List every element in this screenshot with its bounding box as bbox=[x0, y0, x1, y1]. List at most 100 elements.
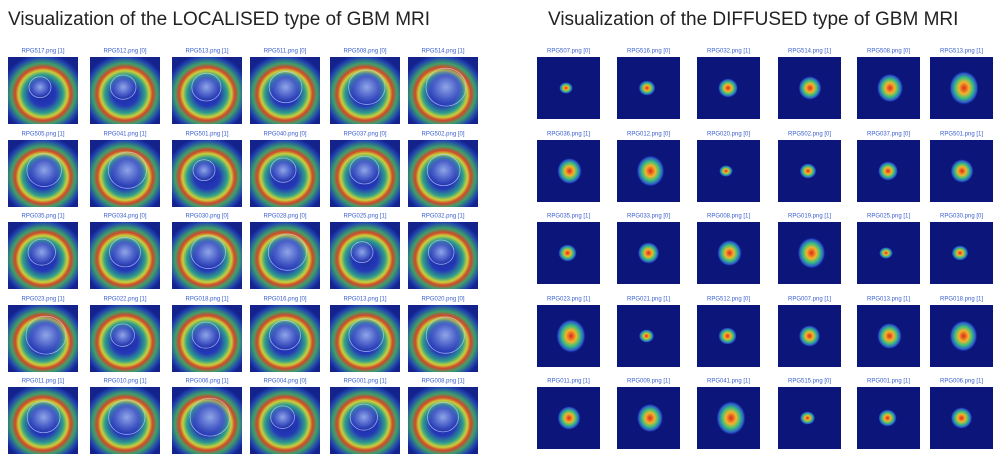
tumor-region bbox=[269, 72, 302, 103]
tile-label: RPG020.png [0] bbox=[707, 132, 750, 138]
tumor-heat bbox=[877, 323, 902, 350]
tile-label: RPG041.png [1] bbox=[103, 132, 146, 138]
tumor-heat bbox=[639, 329, 655, 343]
tile-label: RPG006.png [1] bbox=[185, 379, 228, 385]
tile-label: RPG006.png [1] bbox=[940, 379, 983, 385]
tile-label: RPG025.png [1] bbox=[343, 214, 386, 220]
mri-image bbox=[330, 140, 400, 207]
tile-label: RPG513.png [1] bbox=[940, 49, 983, 55]
tumor-region bbox=[193, 160, 215, 181]
tumor-region bbox=[427, 155, 460, 186]
tumor-region bbox=[350, 404, 377, 430]
tile-label: RPG516.png [0] bbox=[627, 49, 670, 55]
mri-image bbox=[617, 57, 680, 119]
tumor-heat bbox=[557, 406, 581, 430]
mri-image bbox=[8, 57, 78, 124]
panel-title: Visualization of the DIFFUSED type of GB… bbox=[548, 9, 958, 30]
tile-label: RPG008.png [1] bbox=[707, 214, 750, 220]
tumor-region bbox=[192, 73, 221, 101]
tile-label: RPG011.png [1] bbox=[22, 379, 65, 385]
mri-image bbox=[250, 222, 320, 289]
mri-image bbox=[697, 387, 760, 449]
tumor-heat bbox=[949, 71, 979, 106]
tumor-heat bbox=[638, 80, 655, 96]
tile-label: RPG023.png [1] bbox=[547, 297, 590, 303]
mri-image bbox=[330, 305, 400, 372]
mri-image bbox=[90, 57, 160, 124]
tumor-heat bbox=[556, 319, 586, 354]
mri-image bbox=[90, 222, 160, 289]
tumor-heat bbox=[637, 403, 664, 432]
tumor-region bbox=[109, 400, 145, 435]
tile-label: RPG012.png [0] bbox=[627, 132, 670, 138]
mri-image bbox=[617, 140, 680, 202]
tile-label: RPG032.png [1] bbox=[421, 214, 464, 220]
mri-image bbox=[330, 57, 400, 124]
tile-label: RPG037.png [0] bbox=[867, 132, 910, 138]
tumor-heat bbox=[951, 407, 973, 429]
tile-label: RPG036.png [1] bbox=[547, 132, 590, 138]
tile-label: RPG517.png [1] bbox=[21, 49, 64, 55]
mri-image bbox=[930, 57, 993, 119]
tumor-heat bbox=[636, 155, 664, 187]
tumor-heat bbox=[716, 401, 746, 436]
tile-label: RPG035.png [1] bbox=[547, 214, 590, 220]
tile-label: RPG501.png [1] bbox=[940, 132, 983, 138]
tile-label: RPG513.png [1] bbox=[185, 49, 228, 55]
tumor-region bbox=[190, 398, 230, 436]
mri-image bbox=[930, 387, 993, 449]
mri-image bbox=[778, 387, 841, 449]
tile-label: RPG009.png [1] bbox=[627, 379, 670, 385]
mri-image bbox=[617, 305, 680, 367]
tumor-region bbox=[108, 152, 146, 188]
tumor-heat bbox=[718, 327, 737, 345]
mri-image bbox=[617, 222, 680, 284]
tumor-region bbox=[191, 236, 226, 269]
mri-image bbox=[930, 140, 993, 202]
tile-label: RPG514.png [1] bbox=[421, 49, 464, 55]
tumor-heat bbox=[878, 161, 898, 181]
mri-image bbox=[408, 57, 478, 124]
mri-image bbox=[778, 140, 841, 202]
tile-label: RPG508.png [0] bbox=[343, 49, 386, 55]
mri-image bbox=[250, 57, 320, 124]
tile-label: RPG515.png [0] bbox=[788, 379, 831, 385]
tumor-region bbox=[192, 322, 219, 348]
tile-label: RPG512.png [0] bbox=[707, 297, 750, 303]
tumor-heat bbox=[799, 325, 821, 347]
tile-label: RPG023.png [1] bbox=[21, 297, 64, 303]
tumor-region bbox=[426, 317, 464, 353]
tile-label: RPG022.png [1] bbox=[103, 297, 146, 303]
mri-image bbox=[697, 305, 760, 367]
tumor-region bbox=[271, 406, 295, 429]
tile-label: RPG004.png [0] bbox=[263, 379, 306, 385]
figure: Visualization of the LOCALISED type of G… bbox=[0, 0, 998, 456]
mri-image bbox=[697, 140, 760, 202]
mri-image bbox=[8, 140, 78, 207]
tile-label: RPG025.png [1] bbox=[867, 214, 910, 220]
tumor-region bbox=[428, 240, 454, 264]
tumor-region bbox=[28, 239, 55, 265]
tile-label: RPG011.png [1] bbox=[547, 379, 590, 385]
tile-label: RPG511.png [0] bbox=[264, 49, 307, 55]
tile-label: RPG041.png [1] bbox=[707, 379, 750, 385]
tile-label: RPG020.png [0] bbox=[421, 297, 464, 303]
tile-label: RPG502.png [0] bbox=[788, 132, 831, 138]
tumor-heat bbox=[877, 73, 904, 102]
tile-label: RPG016.png [0] bbox=[263, 297, 306, 303]
mri-image bbox=[857, 222, 920, 284]
tile-label: RPG013.png [1] bbox=[343, 297, 386, 303]
mri-image bbox=[172, 305, 242, 372]
mri-image bbox=[90, 140, 160, 207]
tumor-heat bbox=[797, 237, 825, 269]
tumor-heat bbox=[718, 78, 738, 98]
tumor-region bbox=[351, 242, 373, 263]
mri-image bbox=[697, 57, 760, 119]
mri-image bbox=[697, 222, 760, 284]
tile-label: RPG505.png [1] bbox=[21, 132, 64, 138]
tumor-heat bbox=[800, 411, 816, 425]
mri-image bbox=[537, 387, 600, 449]
tumor-heat bbox=[950, 159, 974, 183]
tumor-heat bbox=[879, 247, 893, 259]
mri-image bbox=[408, 387, 478, 454]
